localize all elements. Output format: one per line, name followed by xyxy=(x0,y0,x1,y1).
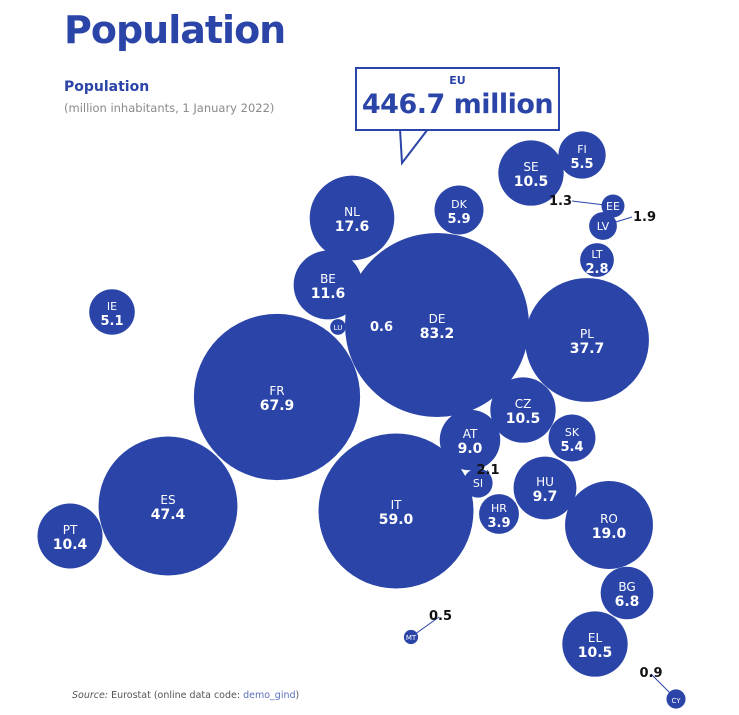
bubble-value-cz: 10.5 xyxy=(506,411,541,427)
bubble-pt xyxy=(37,503,103,569)
bubble-it xyxy=(318,433,474,589)
bubble-el xyxy=(562,611,628,677)
bubble-cz xyxy=(490,377,556,443)
bubble-code-lu: LU xyxy=(334,324,343,332)
bubble-ee xyxy=(601,194,625,218)
bubble-value-fr: 67.9 xyxy=(260,398,295,414)
unit-note: (million inhabitants, 1 January 2022) xyxy=(64,101,275,115)
bubble-value-fi: 5.5 xyxy=(570,157,593,172)
bubble-code-sk: SK xyxy=(565,426,580,439)
bubble-sk xyxy=(548,414,596,462)
bubble-code-lt: LT xyxy=(591,248,603,261)
bubble-code-bg: BG xyxy=(618,580,635,594)
bubble-code-hu: HU xyxy=(536,475,554,489)
source-prefix: Source: xyxy=(72,690,109,701)
bubble-value-at: 9.0 xyxy=(458,441,483,457)
bubble-code-be: BE xyxy=(320,272,336,286)
callout-value: 446.7 million xyxy=(361,89,554,120)
bubble-code-fr: FR xyxy=(269,384,284,398)
bubble-code-de: DE xyxy=(429,312,446,326)
bubble-value-hr: 3.9 xyxy=(487,516,510,531)
bubble-value-el: 10.5 xyxy=(578,645,613,661)
bubble-value-si: 2.1 xyxy=(476,463,499,478)
bubble-pl xyxy=(525,278,649,402)
bubble-code-el: EL xyxy=(588,631,603,645)
source-note: Source: Eurostat (online data code: demo… xyxy=(72,690,299,701)
bubble-value-mt: 0.5 xyxy=(429,609,452,624)
bubble-value-be: 11.6 xyxy=(311,286,346,302)
bubble-nl xyxy=(309,175,395,261)
bubble-cy xyxy=(666,689,686,709)
bubble-value-hu: 9.7 xyxy=(533,489,558,505)
bubble-lt xyxy=(580,243,614,277)
eu-total-callout: EU 446.7 million xyxy=(355,67,560,131)
bubble-value-it: 59.0 xyxy=(379,512,414,528)
bubble-lv xyxy=(589,212,617,240)
bubble-value-ee: 1.3 xyxy=(549,194,572,209)
bubble-value-lv: 1.9 xyxy=(633,210,656,225)
bubble-bg xyxy=(600,566,654,620)
bubble-code-ee: EE xyxy=(606,200,620,213)
bubble-code-dk: DK xyxy=(451,198,467,211)
bubble-code-ro: RO xyxy=(600,512,618,526)
chart-subtitle: Population xyxy=(64,79,150,95)
bubble-code-lv: LV xyxy=(597,220,610,233)
bubble-dk xyxy=(434,185,484,235)
bubble-code-es: ES xyxy=(160,493,175,507)
bubble-se xyxy=(498,140,564,206)
bubble-value-bg: 6.8 xyxy=(615,594,640,610)
bubble-be xyxy=(293,250,363,320)
bubble-es xyxy=(98,436,238,576)
bubble-code-ie: IE xyxy=(107,300,117,313)
bubble-value-dk: 5.9 xyxy=(447,212,470,227)
callout-label: EU xyxy=(449,74,466,87)
bubble-value-de: 83.2 xyxy=(420,326,455,342)
source-link[interactable]: demo_gind xyxy=(243,690,296,701)
bubble-code-pt: PT xyxy=(63,523,78,537)
bubble-code-nl: NL xyxy=(344,205,360,219)
bubble-code-se: SE xyxy=(523,160,538,174)
bubble-value-lu: 0.6 xyxy=(370,320,393,335)
bubble-value-cy: 0.9 xyxy=(639,666,662,681)
bubble-ie xyxy=(89,289,135,335)
bubble-code-fi: FI xyxy=(577,143,587,156)
bubble-code-at: AT xyxy=(463,427,478,441)
bubble-value-es: 47.4 xyxy=(151,507,186,523)
bubble-code-hr: HR xyxy=(491,502,507,515)
callout-pointer xyxy=(398,128,431,166)
bubble-fr xyxy=(193,313,361,481)
bubble-value-ie: 5.1 xyxy=(100,314,123,329)
bubble-value-pt: 10.4 xyxy=(53,537,88,553)
bubble-hr xyxy=(479,494,519,534)
source-text: Eurostat (online data code: xyxy=(108,690,244,701)
bubble-lu xyxy=(330,319,346,335)
bubble-mt xyxy=(403,629,419,645)
bubble-fi xyxy=(558,131,606,179)
bubble-si xyxy=(463,468,493,498)
bubble-ro xyxy=(565,481,653,569)
bubble-de xyxy=(345,233,529,417)
bubble-value-sk: 5.4 xyxy=(560,440,583,455)
bubble-value-lt: 2.8 xyxy=(585,262,608,277)
bubble-at xyxy=(439,409,501,471)
bubble-hu xyxy=(513,456,577,520)
bubble-code-cz: CZ xyxy=(515,397,532,411)
bubble-value-ro: 19.0 xyxy=(592,526,627,542)
bubble-code-it: IT xyxy=(391,498,403,512)
page-title: Population xyxy=(64,8,286,52)
bubble-code-cy: CY xyxy=(671,697,681,705)
bubble-value-nl: 17.6 xyxy=(335,219,370,235)
source-suffix: ) xyxy=(295,690,300,701)
bubble-value-se: 10.5 xyxy=(514,174,549,190)
bubble-code-pl: PL xyxy=(580,327,594,341)
bubble-value-pl: 37.7 xyxy=(570,341,605,357)
bubble-code-si: SI xyxy=(473,477,483,490)
bubble-code-mt: MT xyxy=(406,634,417,642)
